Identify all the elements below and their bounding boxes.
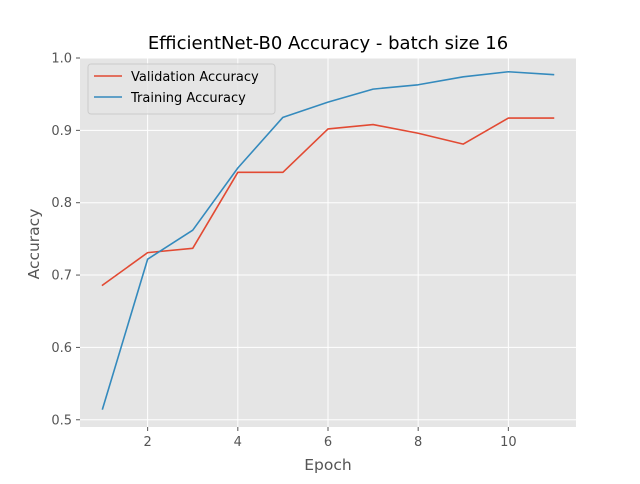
legend: Validation Accuracy Training Accuracy [88, 64, 275, 114]
y-tick-label: 0.5 [51, 413, 72, 428]
chart-title: EfficientNet-B0 Accuracy - batch size 16 [148, 33, 508, 54]
y-tick-label: 0.6 [51, 341, 72, 356]
x-tick-label: 10 [500, 435, 517, 450]
legend-label-validation: Validation Accuracy [131, 70, 259, 85]
legend-label-training: Training Accuracy [130, 91, 246, 106]
y-tick-label: 0.9 [51, 124, 72, 139]
y-axis-label: Accuracy [25, 209, 43, 280]
y-tick-label: 0.8 [51, 196, 72, 211]
x-axis-label: Epoch [304, 456, 351, 474]
x-tick-label: 4 [234, 435, 242, 450]
x-tick-label: 6 [324, 435, 332, 450]
x-tick-label: 8 [414, 435, 422, 450]
y-tick-label: 1.0 [51, 52, 72, 67]
x-tick-label: 2 [143, 435, 151, 450]
y-tick-label: 0.7 [51, 269, 72, 284]
